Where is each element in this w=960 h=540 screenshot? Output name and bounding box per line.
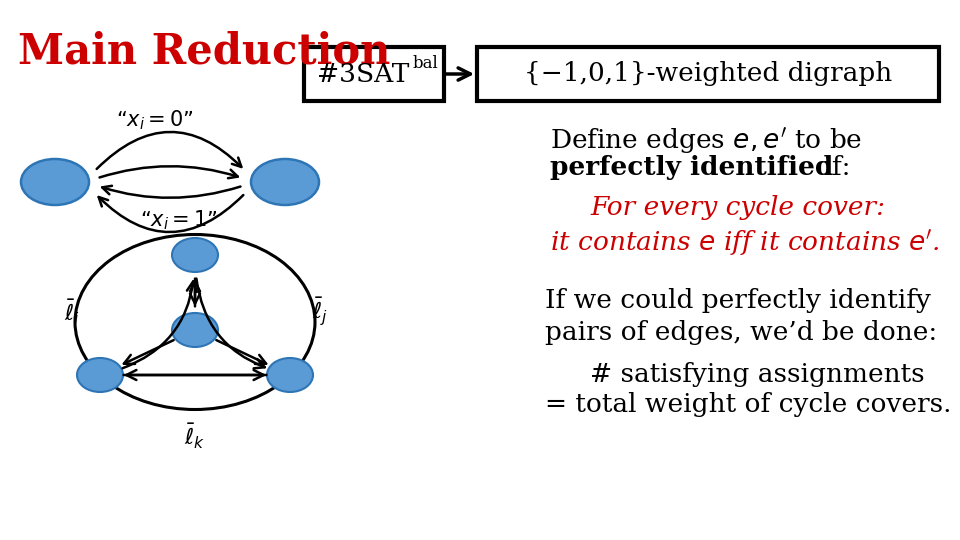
Ellipse shape — [21, 159, 89, 205]
Text: = total weight of cycle covers.: = total weight of cycle covers. — [545, 392, 951, 417]
Text: $\bar{\ell}_k$: $\bar{\ell}_k$ — [184, 422, 205, 451]
Ellipse shape — [77, 358, 123, 392]
Text: Main Reduction: Main Reduction — [18, 30, 391, 72]
Text: “$x_i = 1$”: “$x_i = 1$” — [140, 208, 218, 232]
Text: #3SAT: #3SAT — [317, 62, 409, 86]
Text: pairs of edges, we’d be done:: pairs of edges, we’d be done: — [545, 320, 937, 345]
Text: For every cycle cover:: For every cycle cover: — [590, 195, 885, 220]
Ellipse shape — [251, 159, 319, 205]
Text: Define edges $e, e'$ to be: Define edges $e, e'$ to be — [550, 125, 862, 156]
Text: $\bar{\ell}_j$: $\bar{\ell}_j$ — [312, 296, 328, 328]
Text: if:: if: — [815, 155, 851, 180]
Text: # satisfying assignments: # satisfying assignments — [590, 362, 924, 387]
Text: it contains $e$ iff it contains $e'$.: it contains $e$ iff it contains $e'$. — [550, 227, 940, 258]
Text: If we could perfectly identify: If we could perfectly identify — [545, 288, 931, 313]
Text: bal: bal — [413, 56, 439, 72]
Ellipse shape — [267, 358, 313, 392]
Text: {−1,0,1}-weighted digraph: {−1,0,1}-weighted digraph — [524, 62, 892, 86]
Text: “$x_i = 0$”: “$x_i = 0$” — [116, 109, 194, 132]
FancyBboxPatch shape — [477, 47, 939, 101]
Ellipse shape — [172, 238, 218, 272]
Ellipse shape — [172, 313, 218, 347]
Text: perfectly identified: perfectly identified — [550, 155, 833, 180]
Text: $\bar{\ell}_i$: $\bar{\ell}_i$ — [64, 298, 80, 327]
FancyBboxPatch shape — [304, 47, 444, 101]
